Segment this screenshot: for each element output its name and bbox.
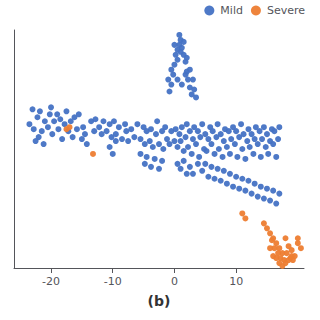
svg-text:Mild: Mild — [220, 4, 243, 17]
svg-text:Severe: Severe — [267, 4, 305, 17]
svg-text:10: 10 — [229, 275, 243, 288]
svg-text:-10: -10 — [104, 275, 122, 288]
svg-text:-20: -20 — [42, 275, 60, 288]
svg-text:0: 0 — [171, 275, 178, 288]
svg-text:(b): (b) — [148, 293, 171, 309]
